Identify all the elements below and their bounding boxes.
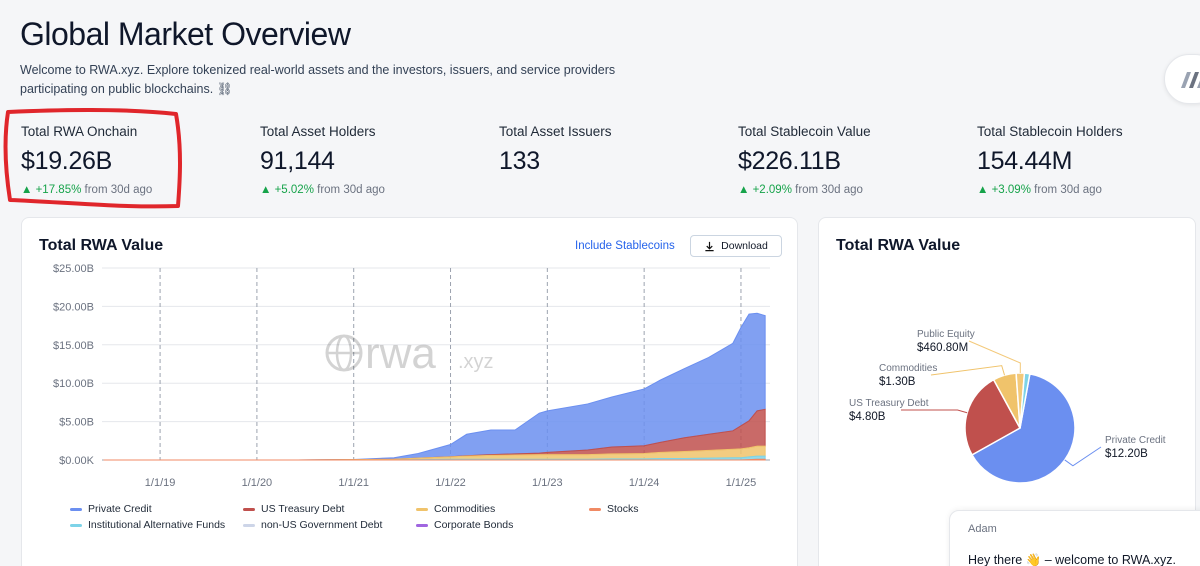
pie-chart-card: Total RWA Value Private Credit $12.20B US … (818, 217, 1196, 566)
page-description: Welcome to RWA.xyz. Explore tokenized re… (20, 63, 616, 96)
area-chart: $0.00K $5.00B $10.00B $15.00B $20.00B $25.00B… (53, 263, 770, 489)
page-title: Global Market Overview (20, 16, 351, 52)
stat-change: ▲ +3.09% from 30d ago (977, 184, 1102, 196)
svg-text:.xyz: .xyz (458, 351, 494, 373)
pie-slice-other (1019, 372, 1031, 429)
include-stablecoins-button[interactable]: Include Stablecoins (575, 240, 675, 252)
stat-total-stablecoin-holders: Total Stablecoin Holders 154.44M ▲ +3.09… (977, 124, 1197, 196)
up-arrow-icon: ▲ (977, 184, 989, 196)
stat-label: Total RWA Onchain (21, 124, 138, 139)
pie-label: US Treasury Debt (849, 398, 929, 409)
stat-value: 154.44M (977, 147, 1073, 175)
x-tick-label: 1/1/25 (726, 477, 757, 489)
stat-value: 91,144 (260, 147, 335, 175)
stat-change: ▲ +5.02% from 30d ago (260, 184, 385, 196)
rwa-logo-icon (1181, 72, 1200, 88)
stat-total-stablecoin-value: Total Stablecoin Value $226.11B ▲ +2.09%… (738, 124, 958, 196)
y-tick-label: $10.00B (53, 378, 94, 390)
stat-label: Total Asset Issuers (499, 124, 612, 139)
legend-item: Private Credit (70, 503, 152, 515)
stat-value: 133 (499, 147, 540, 175)
stat-label: Total Asset Holders (260, 124, 376, 139)
legend-item: US Treasury Debt (243, 503, 344, 515)
stat-total-asset-issuers: Total Asset Issuers 133 (499, 124, 719, 176)
pie-label: Private Credit (1105, 435, 1166, 446)
area-series-stocks (103, 458, 766, 461)
pie-value: $460.80M (917, 342, 968, 354)
pie-chart-title: Total RWA Value (836, 237, 961, 254)
legend-item: Commodities (416, 503, 495, 515)
pie-chart: Private Credit $12.20B US Treasury Debt $4.… (849, 329, 1166, 484)
stat-total-asset-holders: Total Asset Holders 91,144 ▲ +5.02% from… (260, 124, 480, 196)
pie-slice-private-credit (970, 373, 1076, 484)
legend-item: Stocks (589, 503, 639, 515)
chat-message: Hey there 👋 – welcome to RWA.xyz. (968, 553, 1176, 566)
pie-leader-line (900, 409, 968, 414)
pie-value: $1.30B (879, 376, 916, 388)
x-tick-label: 1/1/22 (435, 477, 466, 489)
rwa-watermark: rwa .xyz (325, 329, 494, 378)
y-tick-label: $20.00B (53, 301, 94, 313)
pie-leader-line (968, 340, 1021, 374)
x-tick-label: 1/1/23 (532, 477, 563, 489)
legend-item: non-US Government Debt (243, 519, 382, 531)
pie-label: Commodities (879, 363, 937, 374)
stat-total-rwa-onchain: Total RWA Onchain $19.26B ▲ +17.85% from… (21, 124, 241, 196)
stat-value: $19.26B (21, 147, 113, 175)
y-tick-label: $25.00B (53, 263, 94, 275)
svg-text:rwa: rwa (365, 329, 436, 378)
stat-value: $226.11B (738, 147, 841, 175)
x-tick-label: 1/1/21 (338, 477, 369, 489)
up-arrow-icon: ▲ (21, 184, 33, 196)
pie-label: Public Equity (917, 329, 975, 340)
pie-leader-line (930, 365, 1006, 376)
pie-value: $12.20B (1105, 448, 1148, 460)
pie-value: $4.80B (849, 411, 886, 423)
sidebar-toggle-button[interactable] (1164, 54, 1200, 104)
stat-label: Total Stablecoin Value (738, 124, 871, 139)
red-highlight-annotation (3, 108, 182, 209)
up-arrow-icon: ▲ (260, 184, 272, 196)
legend-item: Institutional Alternative Funds (70, 519, 225, 531)
download-label: Download (721, 240, 768, 252)
x-tick-label: 1/1/24 (629, 477, 660, 489)
pie-leader-line (1064, 446, 1102, 467)
chat-widget[interactable]: Adam Hey there 👋 – welcome to RWA.xyz. (949, 510, 1200, 566)
download-icon (705, 241, 714, 251)
up-arrow-icon: ▲ (738, 184, 750, 196)
legend-item: Corporate Bonds (416, 519, 513, 531)
chat-agent-name: Adam (968, 523, 997, 535)
area-chart-card: Total RWA Value Include Stablecoins Down… (21, 217, 798, 566)
y-tick-label: $0.00K (59, 455, 95, 467)
stat-label: Total Stablecoin Holders (977, 124, 1123, 139)
stat-change: ▲ +2.09% from 30d ago (738, 184, 863, 196)
x-tick-label: 1/1/19 (145, 477, 176, 489)
stat-change: ▲ +17.85% from 30d ago (21, 184, 153, 196)
x-tick-label: 1/1/20 (242, 477, 273, 489)
pie-slice-us-treasury-debt (964, 378, 1022, 456)
y-tick-label: $15.00B (53, 340, 94, 352)
download-button[interactable]: Download (690, 235, 782, 257)
y-tick-label: $5.00B (59, 417, 94, 429)
area-chart-title: Total RWA Value (39, 237, 164, 254)
